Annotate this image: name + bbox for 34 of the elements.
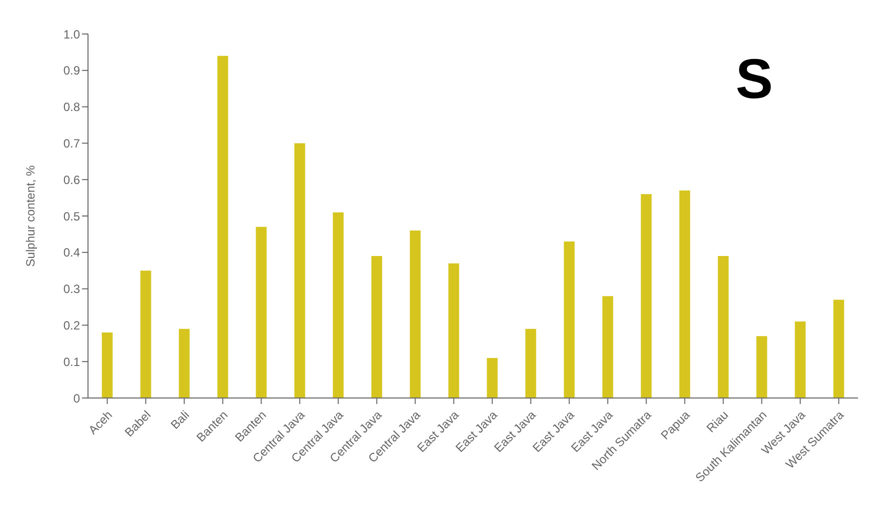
y-tick-label: 0.5 xyxy=(63,209,80,224)
bar xyxy=(410,230,421,398)
y-tick-label: 0.7 xyxy=(63,136,80,150)
y-tick-label: 0.4 xyxy=(63,246,80,260)
bar xyxy=(602,296,614,398)
y-tick-label: 0.6 xyxy=(63,172,80,187)
y-tick-label: 0.3 xyxy=(63,282,80,296)
y-tick-label: 1.0 xyxy=(63,27,80,42)
bar xyxy=(564,241,575,398)
y-tick-label: 0 xyxy=(73,391,80,406)
bar xyxy=(525,328,536,398)
bar xyxy=(140,270,152,398)
bar xyxy=(294,143,306,398)
y-tick-label: 0.8 xyxy=(63,100,80,114)
y-tick-label: 0.2 xyxy=(63,318,80,332)
y-tick-label: 0.1 xyxy=(63,354,80,369)
bar xyxy=(256,226,267,398)
bar xyxy=(102,332,113,398)
bar xyxy=(332,212,344,398)
bar xyxy=(718,256,729,398)
bar xyxy=(640,194,652,398)
bar xyxy=(794,322,806,398)
bar xyxy=(371,256,382,398)
bar xyxy=(486,358,498,398)
bar xyxy=(448,263,460,398)
bar xyxy=(679,190,690,398)
bar xyxy=(756,336,768,398)
bar xyxy=(217,56,228,398)
bar xyxy=(178,328,190,398)
bar xyxy=(833,300,844,398)
annotation: S xyxy=(736,46,773,111)
y-axis-title: Sulphur content, % xyxy=(23,164,38,267)
x-tick-label: Bali xyxy=(168,408,192,432)
y-tick-label: 0.9 xyxy=(63,64,80,78)
